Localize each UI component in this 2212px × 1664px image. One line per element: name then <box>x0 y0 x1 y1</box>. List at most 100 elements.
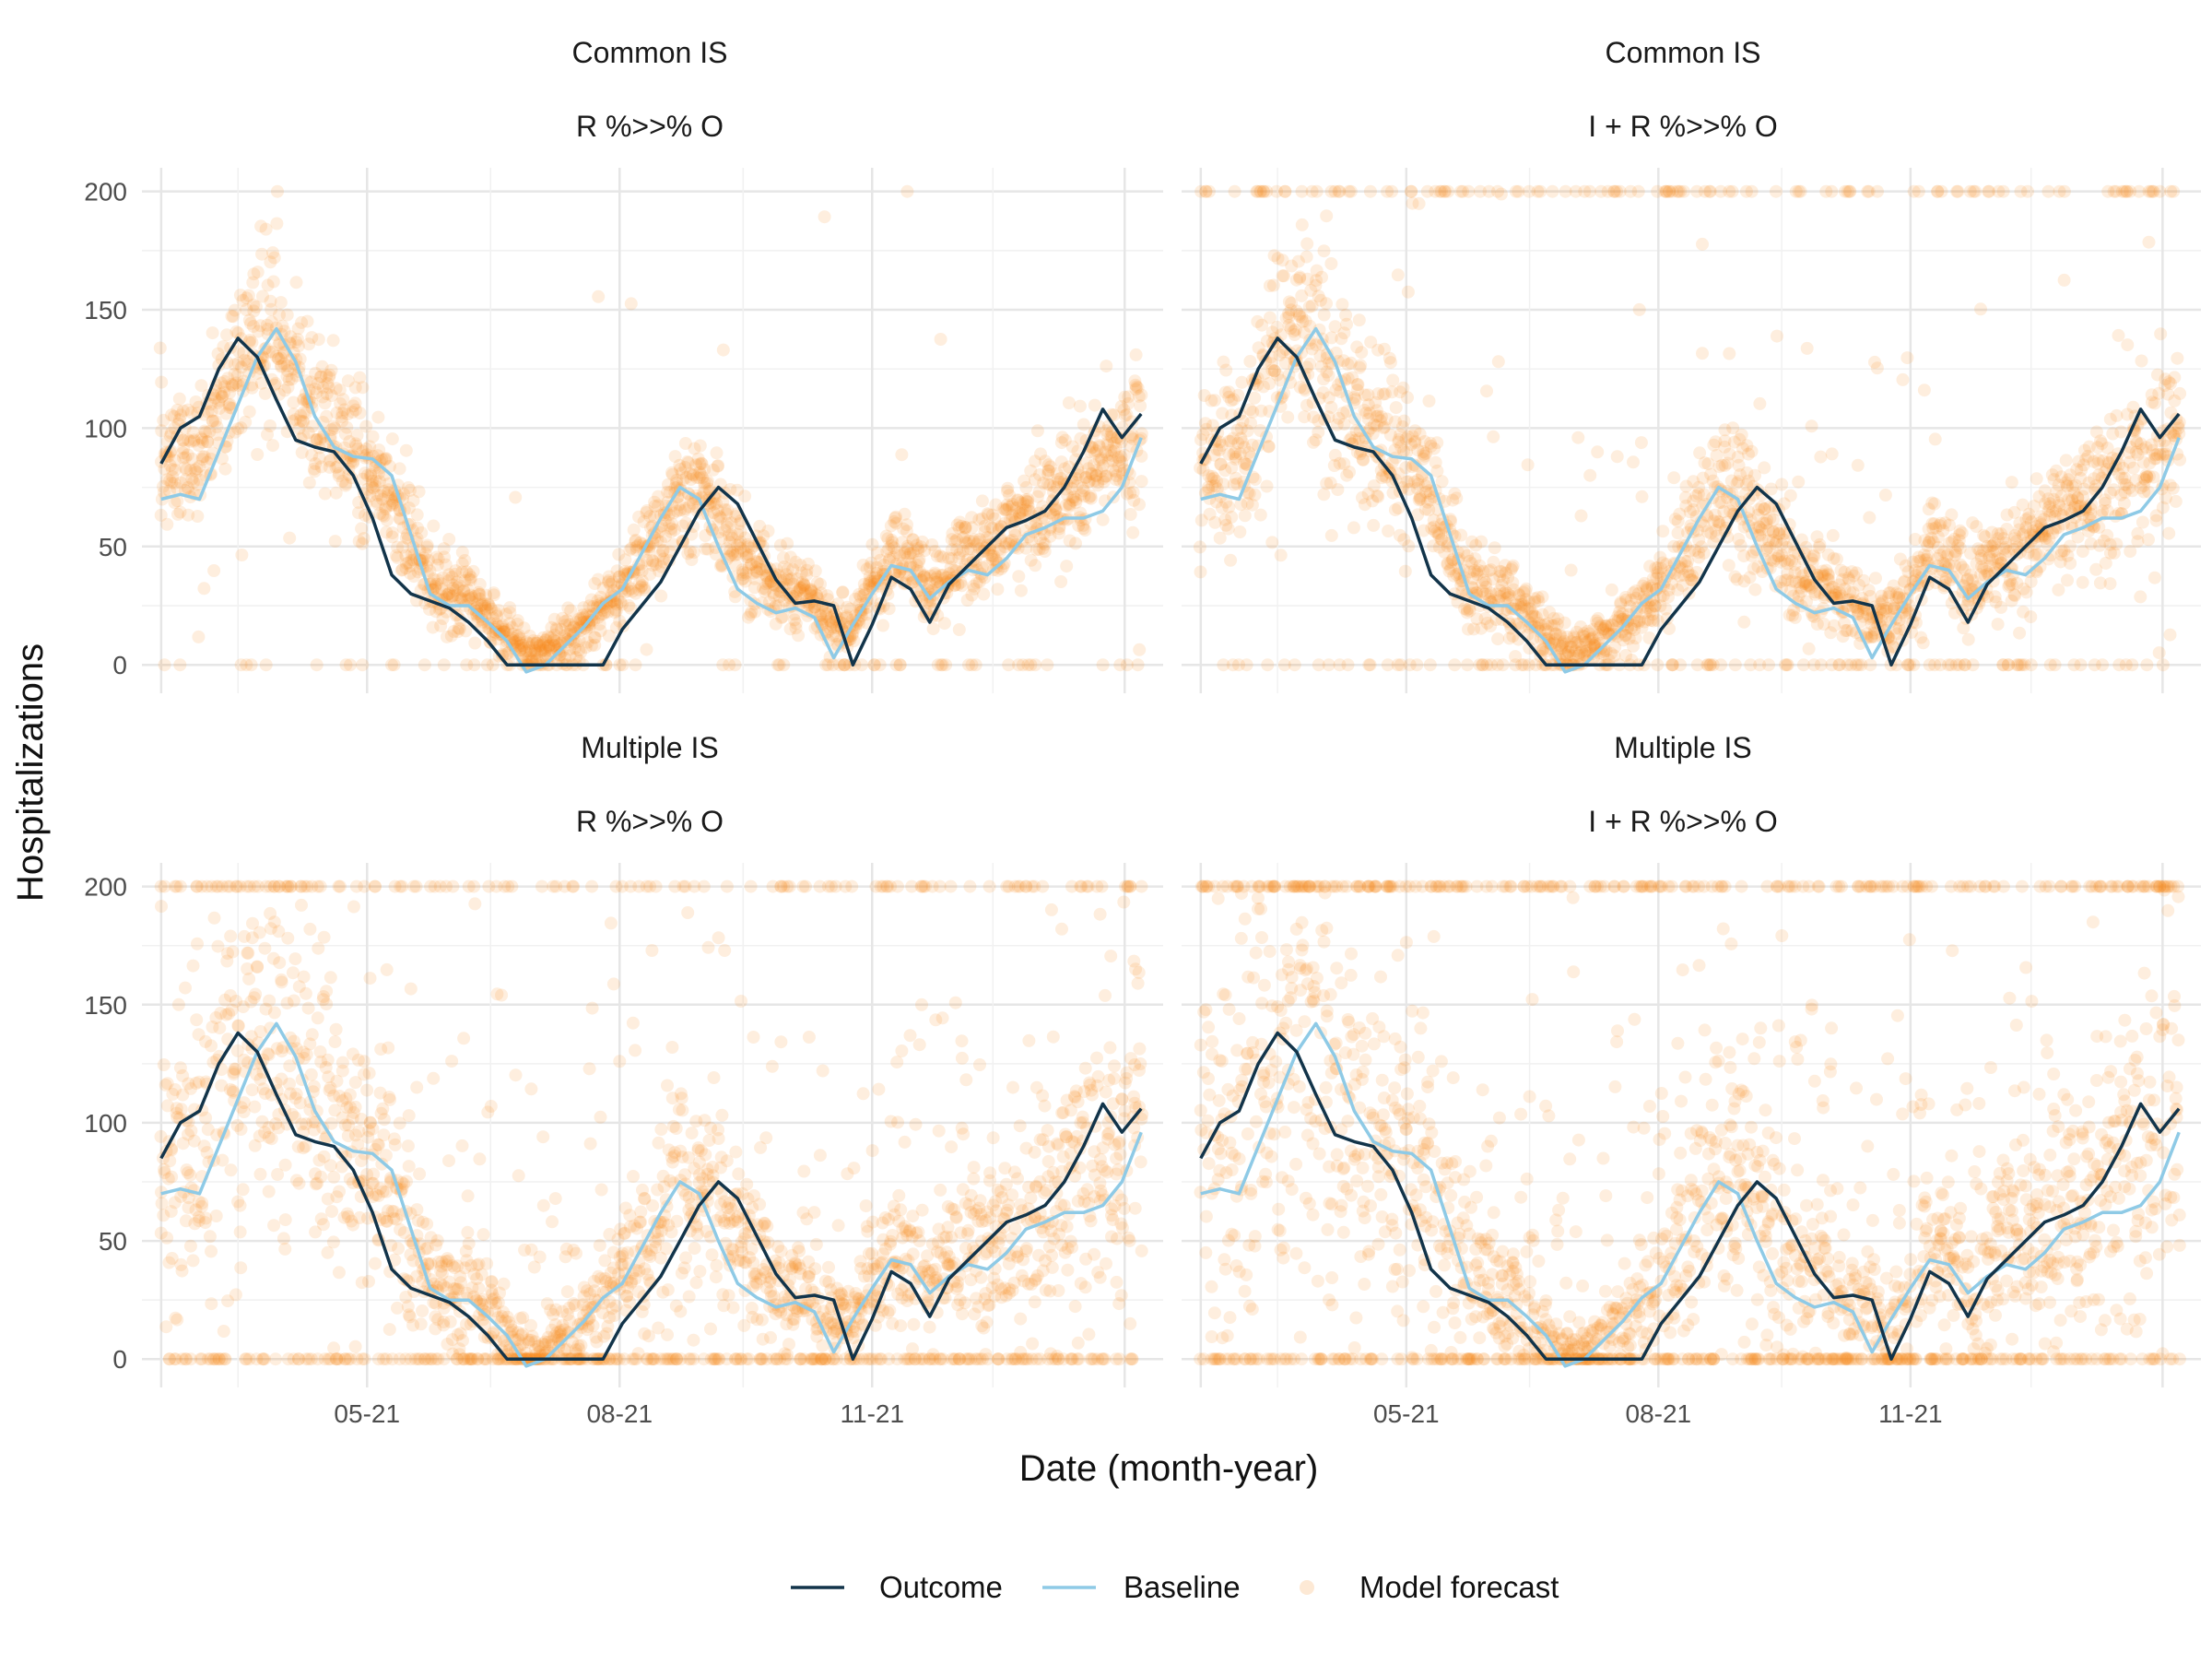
forecast-point <box>762 525 775 537</box>
forecast-point <box>1917 636 1930 649</box>
forecast-point <box>1627 455 1640 468</box>
forecast-point <box>1402 286 1415 299</box>
forecast-point <box>855 658 868 671</box>
forecast-point <box>382 1091 395 1103</box>
forecast-point <box>1651 658 1664 671</box>
forecast-point <box>410 1203 423 1216</box>
forecast-point <box>179 982 192 995</box>
forecast-point <box>413 485 426 498</box>
forecast-point <box>1385 185 1398 198</box>
forecast-point <box>268 1006 281 1019</box>
forecast-point <box>1296 218 1309 231</box>
forecast-point <box>174 880 187 893</box>
forecast-point <box>267 1219 280 1232</box>
forecast-point <box>1827 529 1840 542</box>
forecast-point <box>1354 359 1367 372</box>
forecast-point <box>224 930 237 943</box>
forecast-point <box>2024 610 2037 623</box>
forecast-point <box>1633 303 1646 316</box>
forecast-point <box>1194 565 1207 578</box>
forecast-point <box>1318 244 1331 257</box>
forecast-point <box>1487 431 1500 443</box>
forecast-point <box>320 997 333 1010</box>
forecast-point <box>1347 521 1360 534</box>
forecast-point <box>322 1054 335 1067</box>
forecast-point <box>694 440 707 453</box>
forecast-point <box>458 554 471 567</box>
forecast-point <box>1364 658 1377 671</box>
forecast-point <box>2162 527 2175 540</box>
forecast-point <box>312 1011 324 1024</box>
forecast-point <box>344 658 357 671</box>
forecast-point <box>329 535 342 548</box>
forecast-point <box>418 658 431 671</box>
forecast-point <box>1962 633 1975 646</box>
forecast-point <box>1863 511 1876 524</box>
forecast-point <box>809 564 822 577</box>
forecast-point <box>281 309 294 322</box>
forecast-point <box>1100 360 1112 372</box>
forecast-point <box>2167 185 2180 198</box>
forecast-point <box>248 1101 261 1114</box>
forecast-point <box>403 1160 416 1173</box>
forecast-point <box>362 1275 375 1288</box>
forecast-point <box>349 1101 362 1114</box>
forecast-point <box>243 406 256 419</box>
forecast-point <box>1635 436 1648 449</box>
forecast-point <box>277 1232 290 1245</box>
y-tick-label: 50 <box>99 533 127 561</box>
forecast-point <box>1583 469 1596 482</box>
forecast-point <box>1814 451 1827 464</box>
forecast-point <box>1392 268 1405 281</box>
forecast-point <box>2167 482 2180 495</box>
forecast-point <box>1522 458 1535 471</box>
forecast-point <box>187 960 200 973</box>
forecast-point <box>1225 511 1238 524</box>
forecast-point <box>327 1171 340 1184</box>
forecast-point <box>2170 495 2183 508</box>
forecast-point <box>1758 461 1771 474</box>
forecast-point <box>1495 188 1508 201</box>
forecast-point <box>1053 526 1065 539</box>
forecast-point <box>333 1266 346 1279</box>
forecast-point <box>303 477 316 490</box>
forecast-point <box>330 1023 343 1036</box>
forecast-point <box>1897 373 1910 386</box>
forecast-point <box>2143 236 2156 249</box>
forecast-point <box>237 1183 250 1196</box>
forecast-point <box>1696 238 1709 251</box>
forecast-point <box>263 995 276 1008</box>
forecast-point <box>1770 185 1783 198</box>
forecast-point <box>402 1139 415 1152</box>
forecast-point <box>956 579 969 592</box>
forecast-point <box>1723 348 1735 360</box>
forecast-point <box>158 1058 171 1071</box>
forecast-point <box>2096 658 2109 671</box>
forecast-point <box>1492 355 1505 368</box>
forecast-point <box>2058 185 2071 198</box>
forecast-point <box>1497 658 1510 671</box>
forecast-point <box>1312 426 1324 439</box>
forecast-point <box>1288 658 1301 671</box>
forecast-point <box>1405 185 1418 198</box>
panel-4-title-line2: I + R %>>% O <box>1588 805 1777 838</box>
forecast-point <box>288 995 300 1008</box>
forecast-point <box>1843 185 1856 198</box>
y-tick-label: 150 <box>84 991 127 1020</box>
forecast-point <box>2134 590 2147 603</box>
forecast-point <box>354 407 367 419</box>
forecast-point <box>1430 456 1442 469</box>
forecast-point <box>191 938 204 950</box>
forecast-point <box>427 1072 440 1085</box>
forecast-point <box>1729 658 1742 671</box>
forecast-point <box>1261 658 1274 671</box>
forecast-point <box>312 333 325 346</box>
forecast-point <box>1667 471 1680 484</box>
forecast-point <box>165 1171 178 1184</box>
forecast-point <box>1063 396 1076 409</box>
y-tick-label: 200 <box>84 873 127 902</box>
forecast-point <box>2114 426 2127 439</box>
forecast-point <box>617 658 629 671</box>
forecast-point <box>1241 658 1253 671</box>
